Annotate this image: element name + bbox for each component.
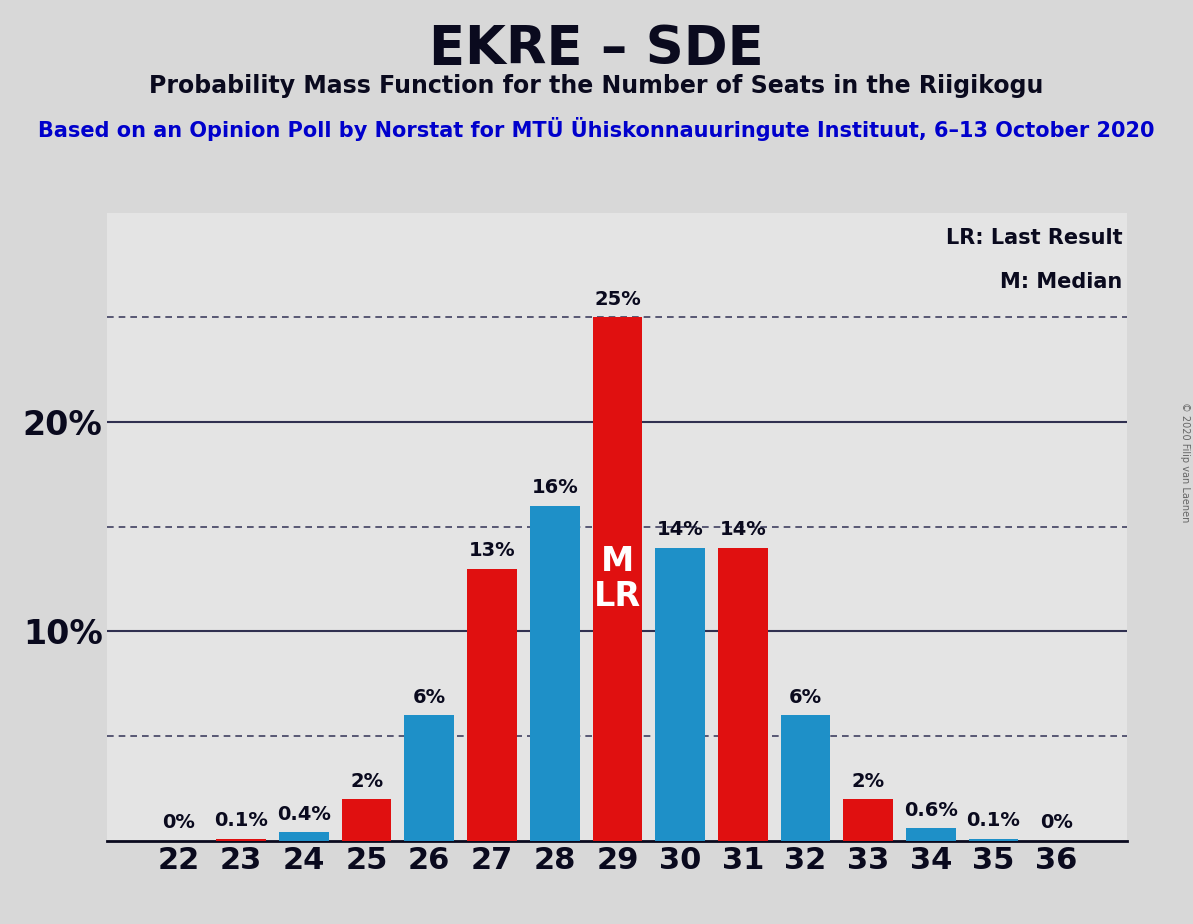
Bar: [905, 828, 956, 841]
Text: 0.6%: 0.6%: [904, 801, 958, 820]
Text: LR: Last Result: LR: Last Result: [946, 228, 1123, 249]
Text: 0.4%: 0.4%: [277, 805, 330, 824]
Text: 14%: 14%: [719, 520, 766, 540]
Text: 16%: 16%: [531, 479, 579, 497]
Text: 2%: 2%: [852, 772, 885, 791]
Bar: [404, 715, 455, 841]
Text: 0%: 0%: [162, 813, 194, 833]
Bar: [718, 548, 767, 841]
Text: 6%: 6%: [789, 687, 822, 707]
Bar: [843, 799, 892, 841]
Bar: [279, 833, 329, 841]
Text: 0%: 0%: [1040, 813, 1073, 833]
Text: Based on an Opinion Poll by Norstat for MTÜ Ühiskonnauuringute Instituut, 6–13 O: Based on an Opinion Poll by Norstat for …: [38, 117, 1155, 141]
Bar: [593, 317, 642, 841]
Bar: [216, 839, 266, 841]
Text: EKRE – SDE: EKRE – SDE: [429, 23, 764, 75]
Text: 14%: 14%: [656, 520, 704, 540]
Text: M
LR: M LR: [594, 545, 641, 614]
Text: 0.1%: 0.1%: [966, 811, 1020, 831]
Bar: [530, 505, 580, 841]
Text: 2%: 2%: [350, 772, 383, 791]
Text: 25%: 25%: [594, 290, 641, 309]
Text: 13%: 13%: [469, 541, 515, 560]
Text: 0.1%: 0.1%: [215, 811, 268, 831]
Text: M: Median: M: Median: [1000, 273, 1123, 292]
Text: 6%: 6%: [413, 687, 446, 707]
Text: © 2020 Filip van Laenen: © 2020 Filip van Laenen: [1180, 402, 1189, 522]
Bar: [780, 715, 830, 841]
Bar: [969, 839, 1019, 841]
Bar: [468, 568, 517, 841]
Text: Probability Mass Function for the Number of Seats in the Riigikogu: Probability Mass Function for the Number…: [149, 74, 1044, 98]
Bar: [655, 548, 705, 841]
Bar: [342, 799, 391, 841]
